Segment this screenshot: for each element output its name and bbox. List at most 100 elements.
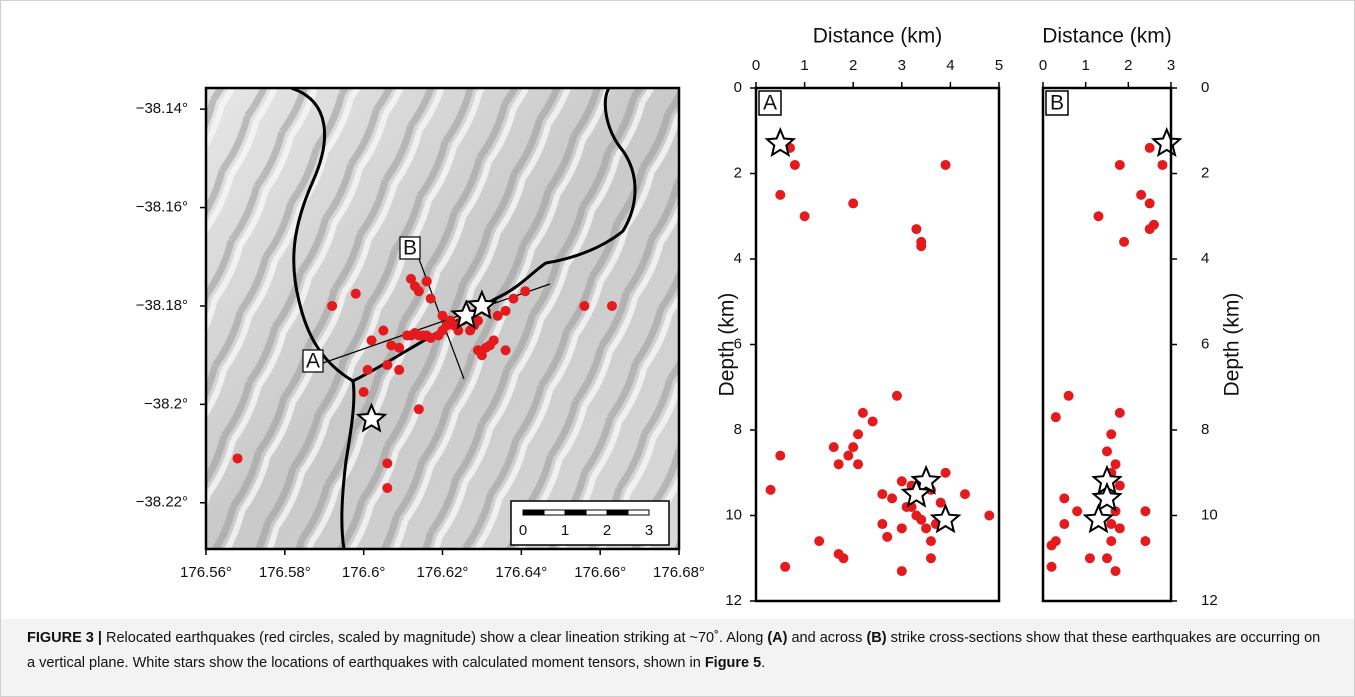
point: [394, 343, 404, 353]
point: [1102, 446, 1112, 456]
x-tick-label: 3: [1167, 57, 1175, 74]
x-tick-label: 176.6°: [342, 564, 386, 581]
point: [877, 519, 887, 529]
x-tick-label: 5: [995, 57, 1003, 74]
point: [887, 493, 897, 503]
scalebar-segment: [523, 510, 544, 515]
point: [916, 241, 926, 251]
point: [1047, 562, 1057, 572]
point: [1106, 429, 1116, 439]
y-tick-label: −38.16°: [136, 199, 188, 216]
point: [775, 451, 785, 461]
y-tick-label: 2: [1201, 164, 1209, 181]
point: [984, 511, 994, 521]
y-tick-label: 12: [1201, 592, 1218, 609]
point: [1140, 536, 1150, 546]
y-tick-label: 8: [1201, 421, 1209, 438]
scalebar-segment: [628, 510, 649, 515]
point: [834, 459, 844, 469]
y-tick-label: 8: [734, 421, 742, 438]
y-tick-label: −38.14°: [136, 100, 188, 117]
point: [926, 553, 936, 563]
y-axis-label: Depth (km): [1221, 293, 1244, 397]
point: [829, 442, 839, 452]
point: [858, 408, 868, 418]
point: [327, 301, 337, 311]
point: [1111, 459, 1121, 469]
scalebar-segment: [544, 510, 565, 515]
y-tick-label: −38.18°: [136, 297, 188, 314]
point: [848, 442, 858, 452]
y-tick-label: 0: [734, 79, 742, 96]
point: [351, 289, 361, 299]
y-tick-label: 6: [1201, 335, 1209, 352]
point: [1059, 519, 1069, 529]
x-axis-label: Distance (km): [1042, 25, 1172, 48]
point: [233, 453, 243, 463]
point: [508, 294, 518, 304]
point: [892, 391, 902, 401]
scalebar-segment: [586, 510, 607, 515]
y-tick-label: 10: [1201, 506, 1218, 523]
y-tick-label: −38.22°: [136, 494, 188, 511]
point: [1102, 553, 1112, 563]
point: [1115, 523, 1125, 533]
point: [1119, 237, 1129, 247]
point: [607, 301, 617, 311]
point: [426, 294, 436, 304]
point: [877, 489, 887, 499]
point: [1111, 566, 1121, 576]
point: [1047, 540, 1057, 550]
x-tick-label: 1: [800, 57, 808, 74]
figure-panels: 176.56°176.58°176.6°176.62°176.64°176.66…: [1, 1, 1354, 619]
scalebar-segment: [565, 510, 586, 515]
point: [501, 345, 511, 355]
y-tick-label: 2: [734, 164, 742, 181]
y-tick-label: 4: [1201, 250, 1209, 267]
point: [1106, 519, 1116, 529]
x-tick-label: 2: [1124, 57, 1132, 74]
point: [1115, 160, 1125, 170]
point: [359, 387, 369, 397]
point: [911, 224, 921, 234]
point: [882, 532, 892, 542]
x-tick-label: 176.62°: [417, 564, 469, 581]
point: [790, 160, 800, 170]
point: [1145, 143, 1155, 153]
caption: FIGURE 3 | Relocated earthquakes (red ci…: [1, 619, 1354, 696]
point: [814, 536, 824, 546]
point: [1051, 412, 1061, 422]
star: [1153, 130, 1180, 155]
point: [489, 335, 499, 345]
point: [941, 160, 951, 170]
x-tick-label: 176.64°: [495, 564, 547, 581]
point: [1106, 536, 1116, 546]
point: [1115, 481, 1125, 491]
point: [367, 335, 377, 345]
scalebar-label: 1: [561, 522, 569, 539]
x-tick-label: 176.56°: [180, 564, 232, 581]
section-label: B: [403, 237, 417, 260]
x-axis-label: Distance (km): [813, 25, 943, 48]
point: [848, 198, 858, 208]
point: [853, 429, 863, 439]
point: [897, 566, 907, 576]
point: [1115, 408, 1125, 418]
x-tick-label: 3: [898, 57, 906, 74]
point: [838, 553, 848, 563]
caption-text: .: [761, 655, 765, 671]
y-tick-label: 0: [1201, 79, 1209, 96]
point: [1149, 220, 1159, 230]
point: [1093, 211, 1103, 221]
point: [1085, 553, 1095, 563]
point: [438, 311, 448, 321]
y-tick-label: −38.2°: [144, 395, 188, 412]
point: [422, 276, 432, 286]
x-tick-label: 4: [946, 57, 954, 74]
point: [382, 360, 392, 370]
y-axis-label: Depth (km): [716, 293, 739, 397]
y-tick-label: 10: [725, 506, 742, 523]
x-tick-label: 0: [1039, 57, 1047, 74]
point: [394, 365, 404, 375]
point: [414, 404, 424, 414]
